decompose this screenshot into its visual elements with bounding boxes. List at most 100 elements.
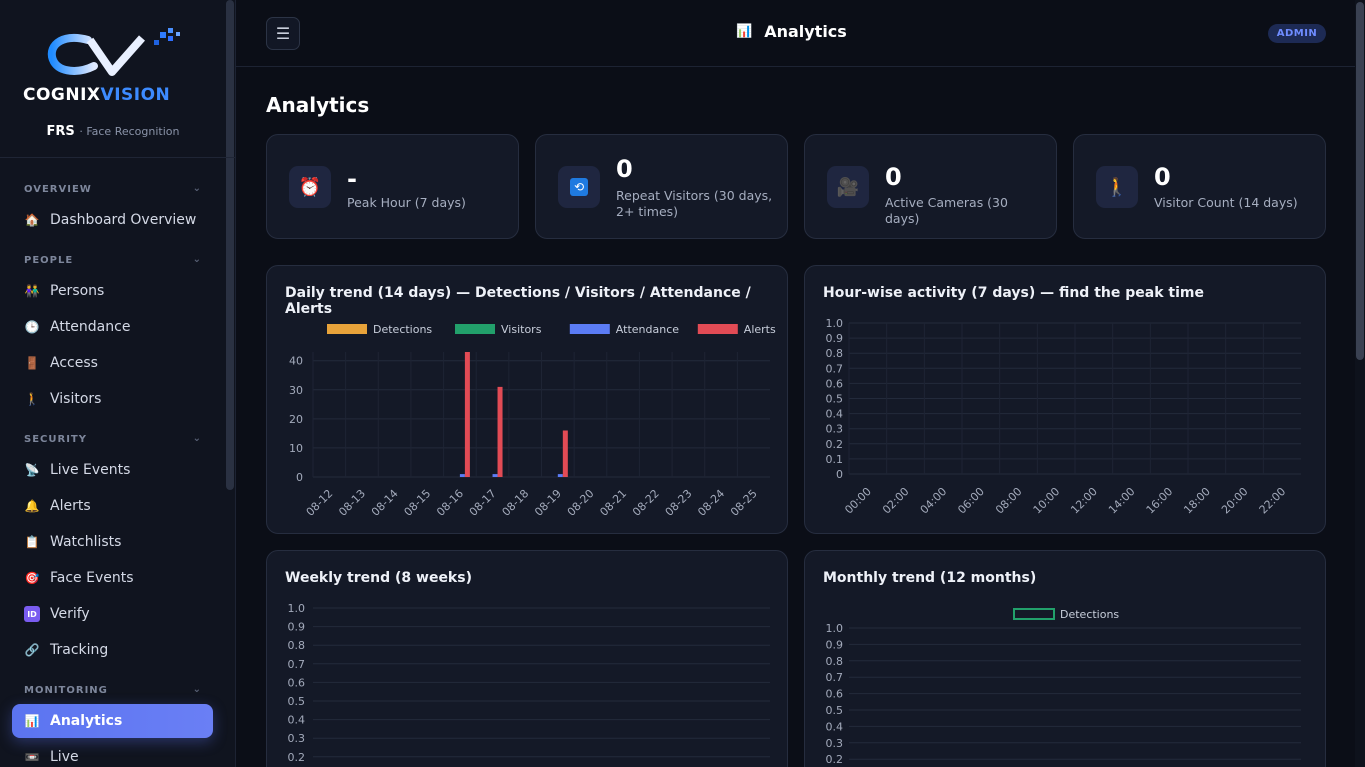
x-tick-label: 12:00 <box>1068 485 1100 517</box>
section-security[interactable]: SECURITY ⌄ <box>24 433 202 445</box>
walking-person-icon: 🚶 <box>24 392 40 406</box>
section-overview[interactable]: OVERVIEW ⌄ <box>24 183 202 195</box>
y-tick-label: 0.8 <box>288 639 306 652</box>
y-tick-label: 20 <box>289 413 303 426</box>
bar-alerts <box>464 352 470 477</box>
y-tick-label: 0 <box>296 471 303 484</box>
page-title: Analytics <box>266 93 370 117</box>
cognix-vision-logo[interactable]: COGNIXVISION <box>20 26 210 106</box>
y-tick-label: 0.6 <box>826 377 844 390</box>
x-tick-label: 08-25 <box>728 487 760 519</box>
chart-card-hour-wise: 0 0.1 0.2 0.3 0.4 0.5 0.6 0.7 0.8 0.9 1.0 00:00 02:0… <box>804 265 1326 534</box>
stat-label: Repeat Visitors (30 days, 2+ times) <box>616 188 773 219</box>
hour-wise-chart: 0 0.1 0.2 0.3 0.4 0.5 0.6 0.7 0.8 0.9 1.0 00:00 02:0… <box>826 317 1301 517</box>
y-tick-label: 0.4 <box>826 720 844 733</box>
stat-value: 0 <box>616 155 633 183</box>
x-tick-label: 08-15 <box>402 487 434 519</box>
collapse-icon[interactable]: ⌄ <box>192 433 202 444</box>
x-tick-label: 16:00 <box>1144 485 1176 517</box>
y-tick-label: 0.3 <box>826 737 844 750</box>
bar-alerts <box>497 386 503 477</box>
scrollbar-thumb[interactable] <box>1356 2 1364 360</box>
menu-toggle-button[interactable]: ☰ <box>266 17 300 50</box>
stat-label: Peak Hour (7 days) <box>347 195 466 210</box>
y-tick-label: 0.2 <box>288 751 306 764</box>
id-icon: ID <box>24 606 40 622</box>
x-tick-label: 08-23 <box>663 487 695 519</box>
daily-trend-chart: Detections Visitors Attendance Alerts 0 10 20 3… <box>289 323 776 519</box>
x-tick-label: 08:00 <box>993 485 1025 517</box>
x-tick-label: 00:00 <box>842 485 874 517</box>
legend-label: Detections <box>1060 608 1119 621</box>
nav-face-events[interactable]: 🎯 Face Events <box>24 570 134 586</box>
collapse-icon[interactable]: ⌄ <box>192 183 202 194</box>
y-tick-label: 1.0 <box>826 622 844 635</box>
nav-visitors[interactable]: 🚶 Visitors <box>24 391 102 407</box>
x-tick-label: 06:00 <box>955 485 987 517</box>
y-tick-label: 0.5 <box>288 695 306 708</box>
y-tick-label: 30 <box>289 384 303 397</box>
logo-text: COGNIXVISION <box>23 85 170 105</box>
bar-chart-icon: 📊 <box>736 24 753 39</box>
nav-verify[interactable]: ID Verify <box>12 597 213 631</box>
y-tick-label: 0.9 <box>826 638 844 651</box>
x-tick-label: 08-22 <box>630 487 662 519</box>
x-tick-label: 10:00 <box>1031 485 1063 517</box>
bar-alerts <box>562 430 568 477</box>
satellite-icon: 📡 <box>24 463 40 477</box>
role-badge: ADMIN <box>1268 24 1326 43</box>
section-people[interactable]: PEOPLE ⌄ <box>24 254 202 266</box>
nav-dashboard-overview[interactable]: 🏠 Dashboard Overview <box>24 212 197 228</box>
nav-live[interactable]: 📼 Live <box>24 749 79 765</box>
camera-icon: 🎥 <box>827 166 869 208</box>
chart-title: Hour-wise activity (7 days) — find the p… <box>823 285 1204 301</box>
legend-swatch <box>569 324 610 334</box>
clipboard-icon: 📋 <box>24 535 40 549</box>
nav-tracking[interactable]: 🔗 Tracking <box>24 642 109 658</box>
video-icon: 📼 <box>24 750 40 764</box>
collapse-icon[interactable]: ⌄ <box>192 684 202 695</box>
weekly-trend-chart: 0.2 0.3 0.4 0.5 0.6 0.7 0.8 0.9 1.0 <box>288 602 770 764</box>
x-tick-label: 08-17 <box>467 487 499 519</box>
hamburger-icon: ☰ <box>275 24 291 43</box>
sidebar-scrollbar[interactable] <box>226 0 234 490</box>
legend-swatch <box>327 324 367 334</box>
x-tick-label: 20:00 <box>1219 485 1251 517</box>
y-tick-label: 0.5 <box>826 704 844 717</box>
legend-swatch <box>1013 608 1055 620</box>
nav-attendance[interactable]: 🕒 Attendance <box>24 319 131 335</box>
collapse-icon[interactable]: ⌄ <box>192 254 202 265</box>
stat-value: 0 <box>885 163 902 191</box>
repeat-icon: ⟲ <box>558 166 600 208</box>
main-scrollbar[interactable] <box>1355 0 1365 767</box>
stat-card-visitor-count: 🚶 0 Visitor Count (14 days) <box>1073 134 1326 239</box>
y-tick-label: 0.4 <box>288 714 306 727</box>
legend-label: Attendance <box>616 323 679 336</box>
y-tick-label: 1.0 <box>826 317 844 330</box>
section-monitoring[interactable]: MONITORING ⌄ <box>24 684 202 696</box>
y-tick-label: 10 <box>289 442 303 455</box>
y-tick-label: 0 <box>836 468 843 481</box>
nav-analytics[interactable]: 📊 Analytics <box>12 704 213 738</box>
y-tick-label: 0.4 <box>826 408 844 421</box>
stat-card-repeat-visitors: ⟲ 0 Repeat Visitors (30 days, 2+ times) <box>535 134 788 239</box>
header-title: 📊 Analytics <box>736 22 847 41</box>
chart-card-monthly-trend: Detections 0.2 0.3 0.4 0.5 0.6 0.7 0.8 0.9 1.0 Mo… <box>804 550 1326 767</box>
chart-title: Monthly trend (12 months) <box>823 570 1037 586</box>
y-tick-label: 0.6 <box>826 688 844 701</box>
monthly-trend-chart: Detections 0.2 0.3 0.4 0.5 0.6 0.7 0.8 0.9 1.0 <box>826 608 1301 766</box>
legend-label: Alerts <box>744 323 776 336</box>
nav-watchlists[interactable]: 📋 Watchlists <box>24 534 122 550</box>
brand-name: FRS <box>46 124 75 139</box>
nav-persons[interactable]: 👫 Persons <box>24 283 105 299</box>
bar-attendance <box>557 474 563 477</box>
y-tick-label: 0.3 <box>288 732 306 745</box>
y-tick-label: 0.9 <box>826 332 844 345</box>
bell-icon: 🔔 <box>24 499 40 513</box>
nav-access[interactable]: 🚪 Access <box>24 355 98 371</box>
nav-live-events[interactable]: 📡 Live Events <box>24 462 131 478</box>
nav-alerts[interactable]: 🔔 Alerts <box>24 498 91 514</box>
chart-title: Weekly trend (8 weeks) <box>285 570 472 586</box>
x-tick-label: 22:00 <box>1257 485 1289 517</box>
x-tick-label: 08-16 <box>434 487 466 519</box>
